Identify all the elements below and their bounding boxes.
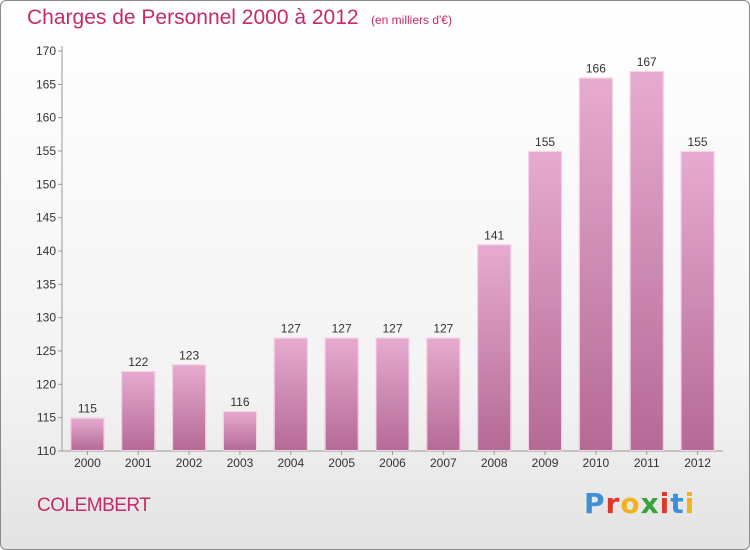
x-tick-label: 2002 [176, 456, 203, 470]
logo-letter: o [620, 487, 641, 520]
logo-letter: i [659, 487, 671, 520]
y-tick-label: 120 [36, 377, 56, 391]
x-tick-label: 2008 [481, 456, 508, 470]
y-tick-label: 165 [36, 77, 56, 91]
logo-letter: i [684, 487, 696, 520]
bar-highlight [222, 411, 257, 451]
bar [426, 337, 461, 451]
data-label: 167 [637, 55, 657, 69]
bar [578, 77, 613, 452]
bar [477, 244, 512, 451]
bar [680, 151, 715, 451]
bar-highlight [477, 244, 512, 451]
x-tick-label: 2001 [125, 456, 152, 470]
city-name: COLEMBERT [37, 495, 151, 516]
bar [375, 337, 410, 451]
bar-highlight [426, 337, 461, 451]
x-tick-label: 2012 [684, 456, 711, 470]
y-tick-label: 130 [36, 311, 56, 325]
y-tick-label: 125 [36, 344, 56, 358]
y-tick-label: 155 [36, 144, 56, 158]
data-label: 155 [535, 135, 555, 149]
data-label: 123 [179, 348, 199, 362]
chart-title: Charges de Personnel 2000 à 2012 [27, 6, 359, 29]
bar-highlight [121, 371, 156, 451]
x-tick-label: 2010 [583, 456, 610, 470]
bar [629, 71, 664, 451]
y-tick-label: 145 [36, 211, 56, 225]
x-tick-label: 2000 [74, 456, 101, 470]
bar-highlight [528, 151, 563, 451]
x-tick-label: 2005 [328, 456, 355, 470]
logo-letter: r [605, 487, 621, 520]
x-tick-label: 2007 [430, 456, 457, 470]
bar-highlight [680, 151, 715, 451]
bar-highlight [578, 77, 613, 452]
data-label: 127 [382, 322, 402, 336]
data-label: 155 [688, 135, 708, 149]
x-tick-label: 2009 [532, 456, 559, 470]
bar-highlight [324, 337, 359, 451]
bar [273, 337, 308, 451]
data-label: 141 [484, 228, 504, 242]
bar [121, 371, 156, 451]
bar [172, 364, 207, 451]
x-tick-label: 2004 [277, 456, 304, 470]
y-tick-label: 150 [36, 177, 56, 191]
bar [528, 151, 563, 451]
data-label: 116 [230, 395, 249, 409]
x-tick-label: 2011 [634, 456, 660, 470]
logo-letter: t [670, 487, 685, 520]
logo-letter: P [584, 487, 606, 520]
bar-highlight [70, 417, 105, 451]
proxiti-logo: Proxiti [584, 487, 695, 520]
y-tick-label: 140 [36, 244, 56, 258]
y-tick-label: 160 [36, 111, 56, 125]
bar-highlight [172, 364, 207, 452]
x-tick-label: 2006 [379, 456, 406, 470]
y-tick-label: 115 [37, 411, 56, 425]
y-tick-label: 110 [37, 444, 56, 458]
bar-highlight [375, 337, 410, 451]
data-label: 122 [128, 355, 148, 369]
data-label: 127 [433, 322, 453, 336]
y-tick-label: 170 [36, 44, 56, 58]
chart-bars [70, 71, 715, 452]
bar-highlight [273, 337, 308, 451]
logo-letter: x [640, 487, 660, 520]
y-tick-label: 135 [36, 277, 56, 291]
chart-labels: 2000 115 2001 122 2002 123 2003 116 2004 127 2005 1… [74, 55, 711, 470]
bar [70, 417, 105, 451]
data-label: 127 [332, 322, 352, 336]
data-label: 115 [78, 402, 97, 416]
data-label: 166 [586, 62, 606, 76]
data-label: 127 [281, 322, 301, 336]
chart-subtitle: (en milliers d'€) [371, 13, 452, 27]
bar-highlight [629, 71, 664, 451]
bar [324, 337, 359, 451]
bar [222, 411, 257, 451]
x-tick-label: 2003 [227, 456, 254, 470]
